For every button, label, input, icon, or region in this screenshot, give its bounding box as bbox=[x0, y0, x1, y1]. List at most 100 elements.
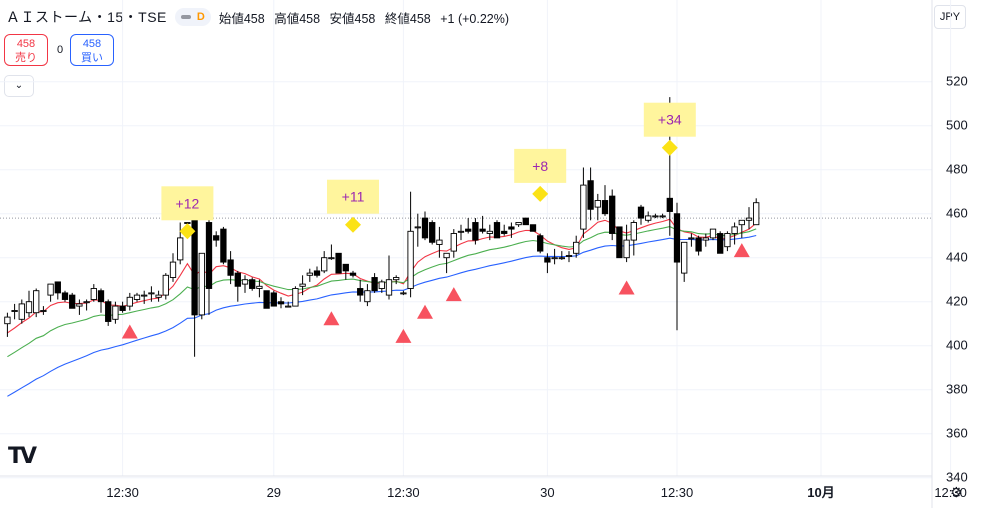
sell-label: 売り bbox=[15, 52, 37, 64]
grid bbox=[0, 0, 952, 479]
buy-marker bbox=[618, 280, 635, 295]
candle-up bbox=[652, 215, 659, 218]
candle-up bbox=[731, 226, 738, 234]
candle-up bbox=[184, 222, 191, 224]
profit-marker bbox=[532, 185, 549, 202]
profit-label: +8 bbox=[532, 158, 548, 174]
candle-up bbox=[724, 233, 731, 248]
candle-up bbox=[414, 226, 421, 229]
candle-down bbox=[465, 228, 472, 232]
buy-marker bbox=[323, 311, 340, 326]
buy-marker bbox=[417, 304, 433, 319]
profit-label: +12 bbox=[176, 195, 200, 211]
candle-up bbox=[400, 292, 407, 295]
candle-up bbox=[285, 305, 292, 308]
candle-up bbox=[457, 230, 465, 233]
candle-up bbox=[11, 310, 18, 312]
candle-up bbox=[558, 257, 565, 260]
candle-up bbox=[515, 222, 522, 226]
candle-down bbox=[609, 195, 616, 234]
candle-up bbox=[645, 215, 652, 221]
currency-selector[interactable]: JPY bbox=[934, 5, 966, 29]
candle-down bbox=[277, 301, 285, 305]
candle-up bbox=[551, 257, 558, 260]
symbol-title[interactable]: ＡＩストーム・15・TSE bbox=[6, 9, 167, 25]
candle-down bbox=[429, 222, 436, 243]
profit-marker bbox=[179, 223, 196, 240]
candle-down bbox=[717, 233, 724, 254]
candle-down bbox=[54, 281, 61, 294]
candle-up bbox=[299, 283, 306, 287]
buy-marker bbox=[733, 243, 750, 258]
profit-label: +11 bbox=[342, 189, 365, 205]
profit-label-bg bbox=[514, 148, 567, 183]
candle-up bbox=[47, 283, 54, 296]
candle-up bbox=[378, 281, 385, 289]
candle-up bbox=[681, 241, 688, 274]
tradingview-logo: TV bbox=[8, 444, 37, 469]
candle-up bbox=[385, 279, 393, 296]
candle-down bbox=[263, 290, 270, 309]
candle-down bbox=[537, 235, 544, 252]
profit-marker bbox=[345, 216, 361, 233]
candle-up bbox=[33, 290, 40, 314]
candle-up bbox=[148, 292, 155, 295]
candle-up bbox=[198, 252, 205, 316]
candle-up bbox=[90, 288, 97, 300]
gear-icon[interactable]: ⚙ bbox=[950, 484, 963, 500]
ma-mid-line bbox=[7, 226, 757, 358]
candle-down bbox=[97, 290, 105, 303]
candle-down bbox=[227, 259, 234, 276]
candle-up bbox=[177, 237, 184, 261]
candle-down bbox=[205, 222, 213, 289]
candle-down bbox=[69, 294, 76, 309]
candle-down bbox=[472, 222, 479, 241]
candle-down bbox=[313, 270, 321, 276]
candle-up bbox=[133, 294, 141, 300]
candle-down bbox=[522, 217, 529, 226]
candle-up bbox=[328, 257, 335, 260]
y-tick-label: 520 bbox=[946, 74, 968, 89]
candle-down bbox=[270, 292, 277, 307]
y-tick-label: 480 bbox=[946, 162, 968, 177]
y-tick-label: 420 bbox=[946, 294, 968, 309]
buy-price: 458 bbox=[82, 38, 102, 50]
chevron-down-icon: ⌄ bbox=[14, 80, 24, 91]
candle-up bbox=[450, 233, 457, 252]
candle-down bbox=[105, 301, 112, 322]
time-axis: 12:30 29 12:30 30 12:30 10月 12:30 bbox=[106, 485, 967, 500]
y-tick-label: 380 bbox=[946, 382, 968, 397]
candle-down bbox=[673, 213, 681, 263]
sell-button[interactable]: 458 売り bbox=[4, 34, 48, 66]
buy-label: 買い bbox=[81, 52, 103, 64]
candle-down bbox=[335, 252, 342, 274]
close-value: 終値458 bbox=[384, 11, 431, 26]
candle-up bbox=[565, 255, 573, 257]
candle-up bbox=[40, 310, 47, 312]
candle-up bbox=[162, 274, 169, 296]
candle-down bbox=[587, 180, 594, 210]
price-axis: 340 360 380 400 420 440 460 480 500 520 bbox=[946, 74, 968, 485]
open-value: 始値458 bbox=[218, 11, 265, 26]
candle-down bbox=[508, 226, 515, 230]
candle-up bbox=[436, 239, 443, 245]
buy-button[interactable]: 458 買い bbox=[70, 34, 114, 66]
candle-down bbox=[357, 288, 364, 296]
moving-averages bbox=[7, 218, 757, 397]
trade-markers: +12 +11 +8 +34 bbox=[121, 102, 750, 343]
collapse-button[interactable]: ⌄ bbox=[4, 75, 34, 97]
candle-up bbox=[83, 301, 90, 304]
candle-down bbox=[213, 235, 220, 241]
ma-short-line bbox=[7, 218, 757, 334]
buy-marker bbox=[121, 324, 138, 339]
candle-down bbox=[220, 228, 227, 263]
candle-up bbox=[630, 222, 637, 241]
interval-pill[interactable]: D bbox=[174, 8, 211, 26]
buy-marker bbox=[445, 287, 462, 302]
y-tick-label: 500 bbox=[946, 118, 968, 133]
candle-up bbox=[745, 217, 753, 221]
candle-up bbox=[169, 261, 177, 278]
candle-down bbox=[61, 292, 69, 300]
candle-down bbox=[493, 222, 501, 239]
